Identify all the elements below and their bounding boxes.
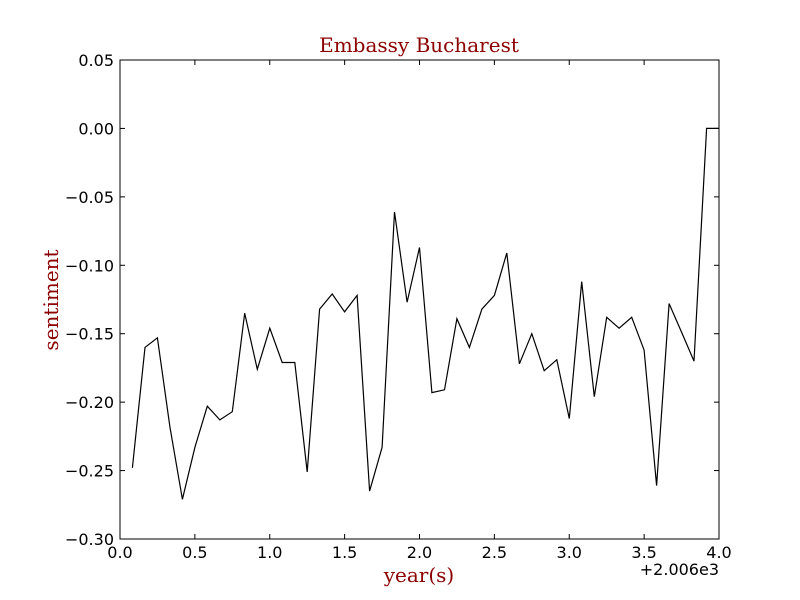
x-tick-label: 1.0 <box>257 543 282 562</box>
x-offset-label: +2.006e3 <box>640 560 719 579</box>
x-tick-label: 2.0 <box>407 543 432 562</box>
plot-area: 0.0 0.5 1.0 1.5 2.0 2.5 3.0 3.5 4.0 0.05 0.00 −0.0… <box>65 51 732 562</box>
plot-frame <box>119 59 720 540</box>
x-ticks: 0.0 0.5 1.0 1.5 2.0 2.5 3.0 3.5 4.0 <box>107 60 732 562</box>
x-tick-label: 1.5 <box>332 543 357 562</box>
y-tick-label: −0.15 <box>65 325 114 344</box>
x-tick-label: 3.0 <box>557 543 582 562</box>
x-tick-label: 4.0 <box>706 543 731 562</box>
x-tick-label: 0.5 <box>182 543 207 562</box>
y-tick-label: 0.05 <box>78 51 114 70</box>
x-axis-label: year(s) <box>383 563 455 587</box>
y-tick-label: −0.05 <box>65 188 114 207</box>
x-tick-label: 0.0 <box>107 543 132 562</box>
y-tick-label: 0.00 <box>78 119 114 138</box>
y-tick-label: −0.20 <box>65 393 114 412</box>
y-ticks: 0.05 0.00 −0.05 −0.10 −0.15 −0.20 −0.25 −0.30 <box>65 51 719 549</box>
y-tick-label: −0.10 <box>65 256 114 275</box>
series-line <box>131 127 719 500</box>
chart-title: Embassy Bucharest <box>319 33 519 57</box>
x-tick-label: 2.5 <box>482 543 507 562</box>
y-axis-label: sentiment <box>39 249 63 350</box>
y-tick-label: −0.30 <box>65 530 114 549</box>
y-tick-label: −0.25 <box>65 462 114 481</box>
x-tick-label: 3.5 <box>631 543 656 562</box>
